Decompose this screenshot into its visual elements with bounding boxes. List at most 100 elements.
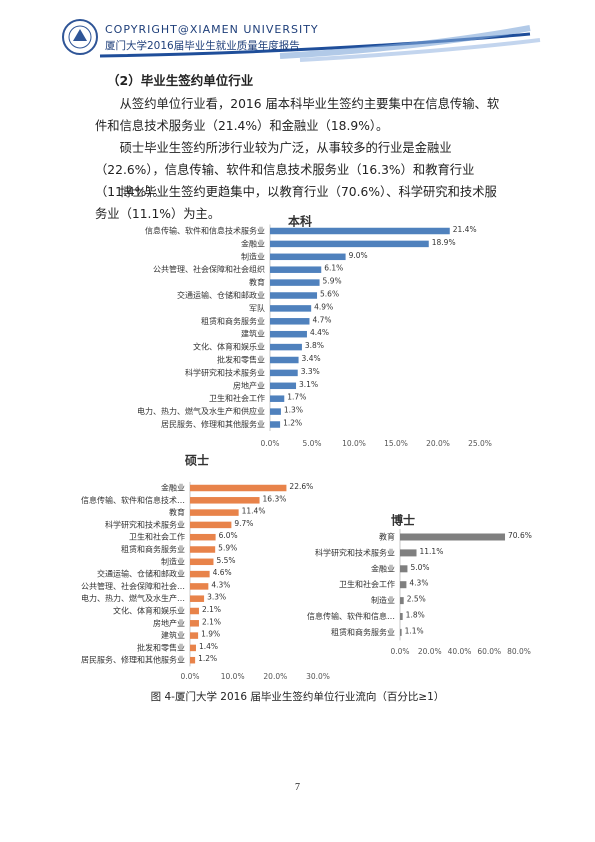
bar [190, 533, 216, 541]
category-label: 建筑业 [161, 630, 185, 640]
category-label: 军队 [249, 303, 265, 313]
paragraph: 从签约单位行业看，2016 届本科毕业生签约主要集中在信息传输、软件和信息技术服… [95, 97, 500, 133]
bar [270, 292, 318, 299]
x-tick-label: 0.0% [390, 647, 409, 656]
value-label: 3.3% [207, 593, 226, 602]
x-tick-label: 20.0% [426, 439, 450, 448]
bar [400, 533, 506, 541]
category-label: 交通运输、仓储和邮政业 [177, 290, 265, 300]
bar [190, 521, 232, 529]
value-label: 1.1% [405, 626, 424, 635]
bar [270, 240, 429, 248]
category-label: 房地产业 [153, 618, 185, 628]
value-label: 2.1% [202, 605, 221, 614]
section-heading: （2）毕业生签约单位行业 [107, 73, 254, 88]
category-label: 卫生和社会工作 [209, 393, 265, 403]
category-label: 文化、体育和娱乐业 [193, 342, 265, 352]
value-label: 16.3% [263, 494, 287, 503]
category-label: 建筑业 [241, 329, 265, 339]
value-label: 4.6% [213, 568, 232, 577]
header-title: COPYRIGHT@XIAMEN UNIVERSITY [105, 23, 319, 36]
category-label: 租赁和商务服务业 [121, 544, 185, 554]
x-tick-label: 80.0% [507, 647, 531, 656]
bar [190, 656, 196, 664]
bar [270, 253, 346, 261]
category-label: 公共管理、社会保障和社会组织 [153, 264, 265, 274]
chart-title: 博士 [391, 513, 415, 528]
value-label: 1.9% [201, 630, 220, 639]
category-label: 教育 [249, 277, 265, 287]
value-label: 1.7% [287, 393, 306, 402]
category-label: 教育 [379, 532, 395, 542]
bar [270, 369, 298, 377]
value-label: 4.4% [310, 328, 329, 337]
bar [190, 497, 260, 504]
bar [270, 356, 299, 364]
bar [190, 620, 199, 627]
category-label: 科学研究和技术服务业 [185, 367, 265, 377]
bar [190, 583, 209, 590]
bar [190, 644, 196, 652]
header-subtitle: 厦门大学2016届毕业生就业质量年度报告 [105, 39, 300, 52]
x-tick-label: 60.0% [477, 647, 501, 656]
bar [270, 408, 281, 415]
value-label: 21.4% [453, 225, 477, 234]
bar [400, 581, 407, 589]
category-label: 制造业 [241, 251, 265, 261]
paragraph: 硕士毕业生签约所涉行业较为广泛，从事较多的行业是金融业（22.6%），信息传输、… [95, 141, 475, 199]
charts: 本科 0.0% 5.0% 10.0% 15.0% 20.0% 25.0% 信息传输、软件和信息… [81, 214, 532, 682]
bar [190, 546, 216, 553]
value-label: 70.6% [508, 531, 532, 540]
category-label: 卫生和社会工作 [129, 532, 185, 542]
x-tick-label: 30.0% [306, 672, 330, 681]
category-label: 批发和零售业 [137, 642, 185, 652]
figure-caption: 图 4-厦门大学 2016 届毕业生签约单位行业流向（百分比≥1） [150, 691, 445, 703]
value-label: 22.6% [289, 482, 313, 491]
bar [400, 597, 404, 605]
category-label: 金融业 [241, 238, 265, 248]
value-label: 1.4% [199, 642, 218, 651]
category-label: 教育 [169, 507, 185, 517]
bar [270, 266, 322, 273]
value-label: 5.9% [323, 277, 342, 286]
value-label: 9.0% [349, 251, 368, 260]
category-label: 公共管理、社会保障和社会… [81, 581, 185, 591]
value-label: 5.6% [320, 290, 339, 299]
bar [270, 382, 297, 390]
bar [270, 279, 320, 286]
bar [270, 330, 307, 338]
category-label: 租赁和商务服务业 [331, 627, 395, 637]
value-label: 5.0% [410, 563, 429, 572]
category-label: 卫生和社会工作 [339, 579, 395, 589]
value-label: 3.1% [299, 380, 318, 389]
bar [270, 318, 310, 325]
value-label: 1.2% [283, 419, 302, 428]
value-label: 6.1% [324, 264, 343, 273]
category-label: 批发和零售业 [217, 355, 265, 365]
value-label: 11.4% [242, 507, 266, 516]
x-tick-label: 25.0% [468, 439, 492, 448]
category-label: 文化、体育和娱乐业 [113, 606, 185, 616]
category-label: 电力、热力、燃气及水生产和供应业 [137, 406, 265, 416]
value-label: 18.9% [432, 238, 456, 247]
category-label: 房地产业 [233, 380, 265, 390]
bar [270, 227, 450, 235]
category-label: 租赁和商务服务业 [201, 316, 265, 326]
bar [400, 613, 403, 620]
value-label: 3.4% [302, 354, 321, 363]
value-label: 1.2% [198, 654, 217, 663]
value-label: 6.0% [219, 531, 238, 540]
page-number: 7 [295, 782, 300, 793]
logo [62, 19, 98, 55]
category-label: 居民服务、修理和其他服务业 [161, 419, 265, 429]
bar [400, 628, 402, 636]
x-tick-label: 20.0% [418, 647, 442, 656]
value-label: 4.3% [211, 580, 230, 589]
x-tick-label: 0.0% [180, 672, 199, 681]
category-label: 制造业 [161, 556, 185, 566]
chart-title: 硕士 [185, 453, 209, 468]
x-tick-label: 0.0% [260, 439, 279, 448]
bar [190, 558, 214, 566]
